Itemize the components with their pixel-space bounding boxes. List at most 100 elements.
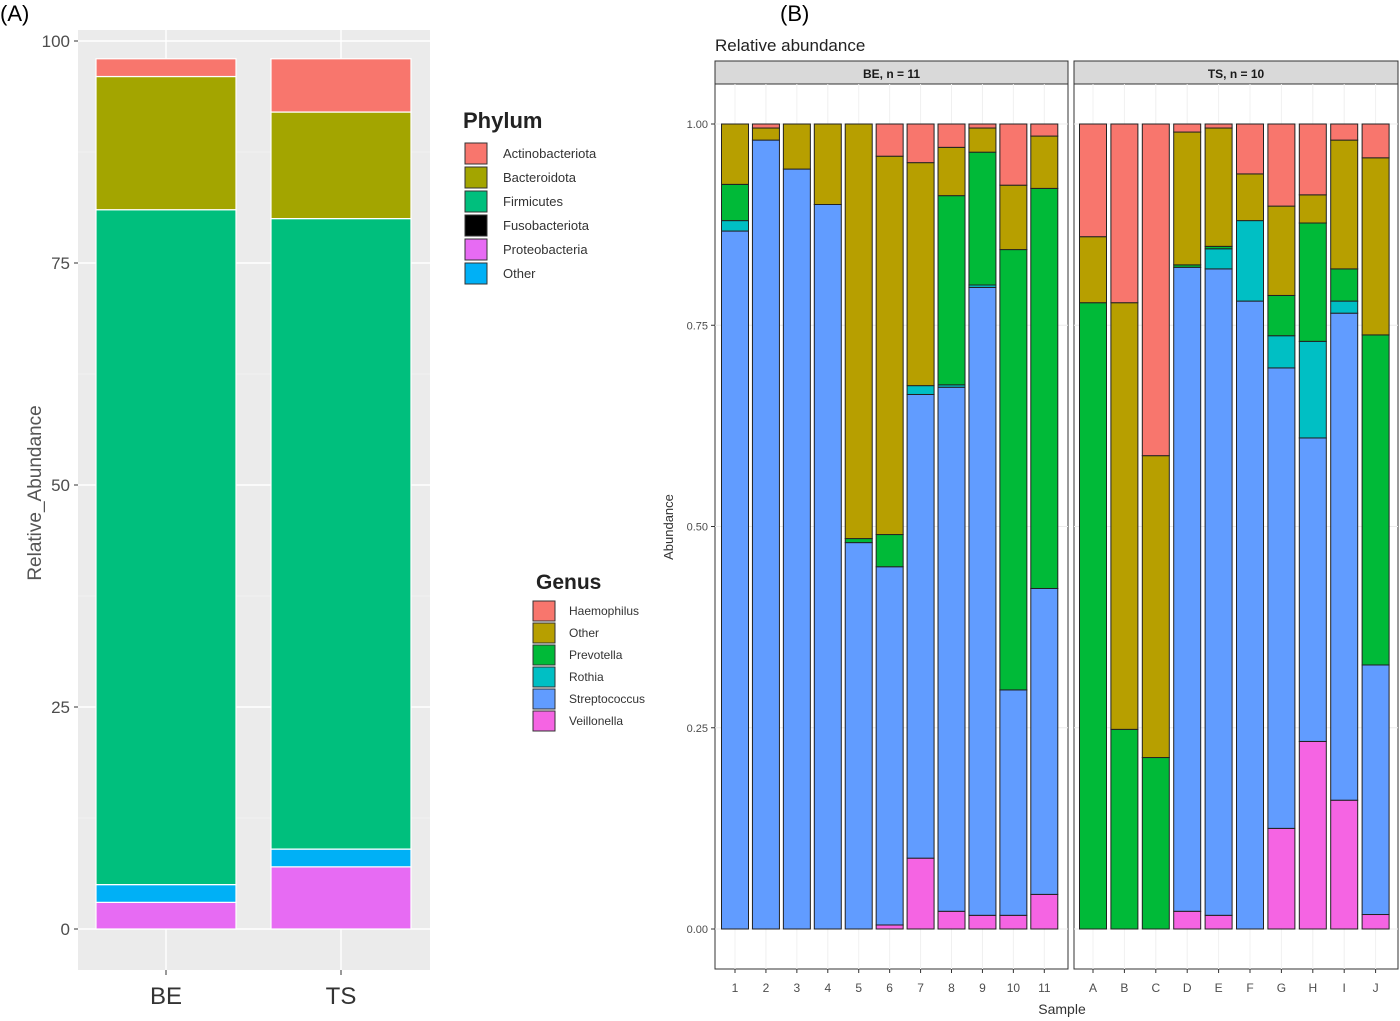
panel-b-bar-c-other: [1141, 455, 1170, 759]
panel-a-bar-ts-actinobacteriota: [270, 58, 412, 113]
panel-b-bar-8-prevotella: [937, 195, 966, 386]
panel-b-legend-key-other: [532, 622, 556, 644]
panel-a-y-axis-title: Relative_Abundance: [25, 405, 46, 580]
panel-b-bar-5-other: [844, 123, 873, 540]
panel-b-bar-f-haemophilus: [1236, 123, 1264, 175]
panel-b-bar-d-streptococcus: [1173, 266, 1202, 912]
panel-b-bar-11-other: [1030, 135, 1059, 189]
panel-a-legend-key-other: [464, 262, 488, 285]
panel-b-x-tick-label: H: [1308, 981, 1317, 995]
panel-b-bar-i-veillonella: [1330, 799, 1359, 930]
panel-b-bar-6-streptococcus: [875, 566, 904, 926]
panel-a-bar-be-firmicutes: [95, 209, 237, 886]
panel-b-bar-11-veillonella: [1030, 893, 1059, 930]
panel-b-bar-7-rothia: [906, 385, 935, 395]
panel-b-bar-6-other: [875, 155, 904, 536]
panel-b-bar-g-other: [1267, 205, 1296, 296]
panel-b-bar-f-rothia: [1236, 220, 1264, 302]
panel-a-legend-key-fusobacteriota: [464, 214, 488, 237]
panel-b-bar-9-other: [968, 127, 997, 153]
panel-b-legend-key-streptococcus: [532, 688, 556, 710]
panel-b-x-tick-label: 2: [763, 981, 770, 995]
panel-b-bar-c-prevotella: [1141, 757, 1170, 930]
panel-b-bar-f-streptococcus: [1236, 300, 1264, 930]
panel-b-bar-e-other: [1204, 127, 1233, 247]
panel-b-bar-g-streptococcus: [1267, 367, 1296, 829]
panel-a-bar-ts-firmicutes: [270, 218, 412, 850]
panel-a-y-tick-label: 100: [42, 32, 70, 51]
panel-a-bar-ts-other: [270, 848, 412, 868]
panel-b-x-tick-label: D: [1183, 981, 1192, 995]
panel-b-bar-7-haemophilus: [906, 123, 935, 164]
panel-b-bar-g-prevotella: [1267, 294, 1296, 337]
panel-b-x-axis-title: Sample: [1038, 1001, 1086, 1017]
panel-b-x-tick-label: G: [1277, 981, 1286, 995]
panel-b-bar-h-streptococcus: [1298, 437, 1327, 742]
panel-a-bar-ts-proteobacteria: [270, 866, 412, 930]
panel-b-bar-4-streptococcus: [813, 204, 842, 930]
panel-b-y-tick-label: 0.25: [687, 723, 708, 735]
panel-b-x-tick-label: E: [1215, 981, 1223, 995]
panel-b-x-tick-label: 3: [794, 981, 801, 995]
panel-a-legend-key-bacteroidota: [464, 166, 488, 189]
panel-a-y-tick-label: 25: [51, 698, 70, 717]
panel-b-bar-3-other: [782, 123, 811, 170]
panel-b-legend-key-veillonella: [532, 710, 556, 732]
panel-a-legend-label-bacteroidota: Bacteroidota: [503, 170, 577, 185]
panel-b-y-tick-label: 0.75: [687, 320, 708, 332]
panel-b-x-tick-label: A: [1089, 981, 1097, 995]
panel-b-x-tick-label: 5: [855, 981, 862, 995]
panel-b-bar-1-other: [721, 123, 749, 185]
panel-a-x-tick-label: TS: [326, 983, 357, 1010]
panel-b-facet-strip-label: TS, n = 10: [1208, 67, 1265, 81]
panel-b-bar-11-streptococcus: [1030, 587, 1059, 895]
panel-a-bar-ts-bacteroidota: [270, 111, 412, 220]
panel-a-chart: 0 25 50 75 100 BE TS Relative_Abundance Phylum Ac…: [25, 30, 597, 1010]
panel-b-bar-j-veillonella: [1361, 914, 1390, 930]
panel-a-legend-key-firmicutes: [464, 190, 488, 213]
panel-b-bar-i-other: [1330, 139, 1359, 270]
panel-b-x-tick-label: B: [1120, 981, 1128, 995]
panel-b-bar-j-haemophilus: [1361, 123, 1390, 159]
panel-a-bar-be-bacteroidota: [95, 75, 237, 211]
panel-b-bar-b-haemophilus: [1110, 123, 1139, 304]
panel-b-legend-label-streptococcus: Streptococcus: [569, 692, 645, 706]
panel-b-bar-9-veillonella: [968, 914, 997, 930]
panel-b-bar-1-rothia: [721, 220, 749, 232]
panel-b-title: Relative abundance: [715, 36, 865, 55]
panel-a-legend-title: Phylum: [463, 108, 542, 133]
panel-b-bar-2-other: [751, 127, 780, 141]
panel-b-x-tick-label: J: [1373, 981, 1379, 995]
panel-b-bar-5-prevotella: [844, 538, 873, 544]
panel-b-bar-2-streptococcus: [751, 139, 780, 930]
panel-b-bar-8-other: [937, 146, 966, 197]
panel-b-bar-j-streptococcus: [1361, 664, 1390, 916]
panel-b-bar-11-prevotella: [1030, 187, 1059, 589]
panel-a-y-tick-label: 0: [61, 920, 70, 939]
panel-b-bar-d-other: [1173, 131, 1202, 266]
panel-b-bar-7-veillonella: [906, 857, 935, 930]
panel-b-x-tick-label: I: [1343, 981, 1346, 995]
panel-b-bar-8-veillonella: [937, 910, 966, 930]
panel-b-bar-8-streptococcus: [937, 386, 966, 912]
panel-b-bar-2-haemophilus: [751, 123, 780, 129]
panel-b-bar-6-haemophilus: [875, 123, 904, 157]
panel-b-bar-9-streptococcus: [968, 286, 997, 916]
panel-label-a: (A): [0, 1, 30, 26]
panel-b-bar-h-rothia: [1298, 340, 1327, 439]
panel-b-bar-d-haemophilus: [1173, 123, 1202, 133]
panel-a-bar-be-proteobacteria: [95, 901, 237, 930]
panel-b-bar-h-veillonella: [1298, 740, 1327, 930]
panel-b-bar-10-prevotella: [999, 249, 1028, 691]
panel-b-bar-4-other: [813, 123, 842, 205]
panel-label-b: (B): [780, 1, 810, 26]
panel-b-x-tick-label: 7: [917, 981, 924, 995]
panel-a-legend-label-proteobacteria: Proteobacteria: [503, 242, 588, 257]
panel-b-x-tick-label: 8: [948, 981, 955, 995]
panel-a-legend-label-firmicutes: Firmicutes: [503, 194, 563, 209]
panel-b-bar-10-veillonella: [999, 914, 1028, 930]
panel-b-y-tick-label: 0.00: [687, 924, 708, 936]
panel-b-bar-e-veillonella: [1204, 914, 1233, 930]
panel-b-x-tick-label: 1: [732, 981, 739, 995]
